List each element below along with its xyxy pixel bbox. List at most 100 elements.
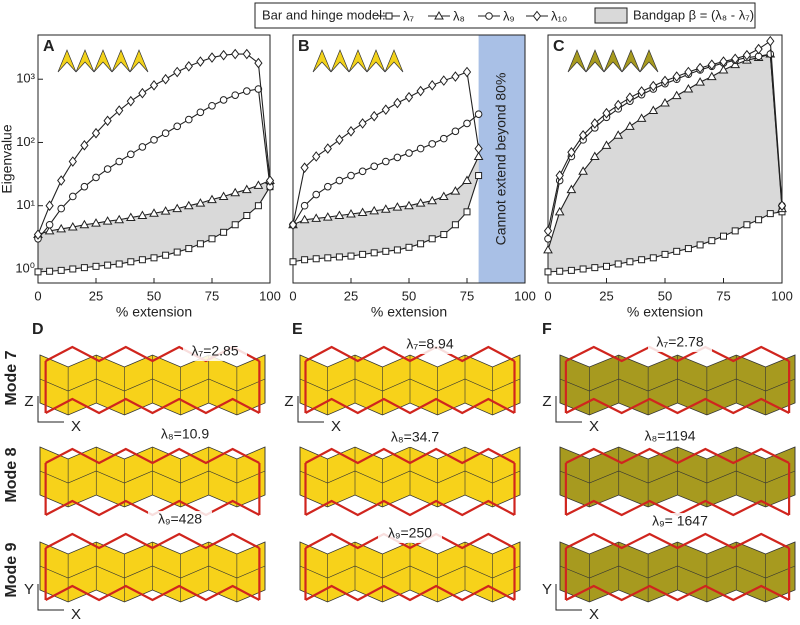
data-point xyxy=(777,200,787,212)
data-point xyxy=(660,98,670,107)
data-point xyxy=(382,247,390,255)
data-point xyxy=(638,256,646,264)
shaded-region xyxy=(478,35,525,283)
data-point xyxy=(381,104,390,115)
bandgap-fill xyxy=(38,180,270,272)
data-point xyxy=(695,62,705,74)
y-tick-label: 10³ xyxy=(16,71,35,86)
reference-outline xyxy=(304,397,516,415)
data-point xyxy=(196,108,205,117)
axis-letter: X xyxy=(331,418,341,435)
panel-letter: B xyxy=(298,38,310,55)
data-point xyxy=(708,237,716,245)
data-point xyxy=(696,241,704,249)
data-point xyxy=(625,121,635,130)
data-point xyxy=(45,200,54,212)
data-point xyxy=(149,208,159,217)
data-point xyxy=(92,262,100,270)
data-point xyxy=(591,264,599,272)
eigenvalue-label: λ₈=34.7 xyxy=(391,429,439,445)
data-point xyxy=(544,268,552,276)
origami-crease xyxy=(39,565,266,579)
data-point xyxy=(138,143,147,151)
data-point xyxy=(474,143,483,154)
eigenvalue-label: λ₇=8.94 xyxy=(406,336,453,352)
data-point xyxy=(382,157,390,166)
reference-outline xyxy=(304,499,516,517)
axis-triad xyxy=(555,584,582,611)
row-label: Mode 7 xyxy=(3,350,20,405)
data-point xyxy=(231,221,239,229)
data-point xyxy=(672,71,681,82)
data-point xyxy=(312,151,321,162)
data-point xyxy=(149,80,159,91)
label-bg xyxy=(153,426,217,444)
data-point xyxy=(138,87,147,99)
axis-triad xyxy=(37,396,64,423)
eigenvalue-label: λ₉=250 xyxy=(388,525,432,541)
reference-outline xyxy=(565,584,790,602)
data-point xyxy=(649,80,658,92)
data-point xyxy=(254,202,262,210)
x-tick-label: 0 xyxy=(34,288,41,303)
data-point xyxy=(185,245,193,253)
row-label: Mode 8 xyxy=(3,447,20,502)
data-point xyxy=(33,229,43,240)
data-point xyxy=(358,167,367,176)
reference-outline xyxy=(45,584,260,602)
icon-face xyxy=(57,49,77,73)
data-point xyxy=(451,71,460,82)
axis-triad xyxy=(37,584,64,611)
eigenvalue-label: λ₈=1194 xyxy=(644,428,695,444)
panel-letter: D xyxy=(32,321,44,338)
panel-letter: A xyxy=(43,38,55,55)
reference-outline xyxy=(565,532,790,550)
data-point xyxy=(115,260,123,268)
data-point xyxy=(755,216,763,224)
data-point xyxy=(463,208,471,216)
reference-outline xyxy=(45,532,260,550)
data-point xyxy=(405,243,413,251)
data-point xyxy=(766,210,774,218)
data-point xyxy=(207,52,217,63)
data-point xyxy=(590,118,599,129)
data-point xyxy=(231,91,239,99)
reference-outline xyxy=(304,447,516,465)
icon-face xyxy=(639,49,659,73)
x-tick-label: 50 xyxy=(147,288,161,303)
data-point xyxy=(162,251,170,259)
data-point xyxy=(625,92,635,104)
data-point xyxy=(253,180,264,189)
data-point xyxy=(602,107,611,119)
data-point xyxy=(57,204,66,213)
data-point xyxy=(102,216,113,225)
icon-face xyxy=(312,49,332,73)
x-tick-label: 75 xyxy=(460,288,474,303)
data-point xyxy=(614,99,623,111)
data-point xyxy=(579,265,587,273)
data-point xyxy=(312,255,320,263)
data-point xyxy=(254,85,263,93)
data-point xyxy=(603,262,610,270)
data-point xyxy=(473,151,484,160)
label-bg xyxy=(183,343,247,361)
axis-letter: Z xyxy=(24,393,33,410)
data-point xyxy=(684,66,693,78)
data-point xyxy=(324,182,332,191)
data-point xyxy=(719,56,728,67)
data-point xyxy=(172,203,183,213)
data-point xyxy=(57,175,66,186)
data-point xyxy=(743,221,751,229)
x-tick-label: 100 xyxy=(514,288,536,303)
x-tick-label: 25 xyxy=(344,288,358,303)
data-point xyxy=(438,191,449,200)
bandgap-fill xyxy=(548,54,782,272)
data-point xyxy=(91,218,101,227)
data-point xyxy=(80,182,89,191)
data-point xyxy=(474,110,483,118)
axis-triad xyxy=(297,396,324,423)
eigenvalue-label: λ₉= 1647 xyxy=(652,513,708,529)
reference-outline xyxy=(45,397,260,415)
reference-outline xyxy=(304,584,516,602)
data-point xyxy=(462,66,472,78)
